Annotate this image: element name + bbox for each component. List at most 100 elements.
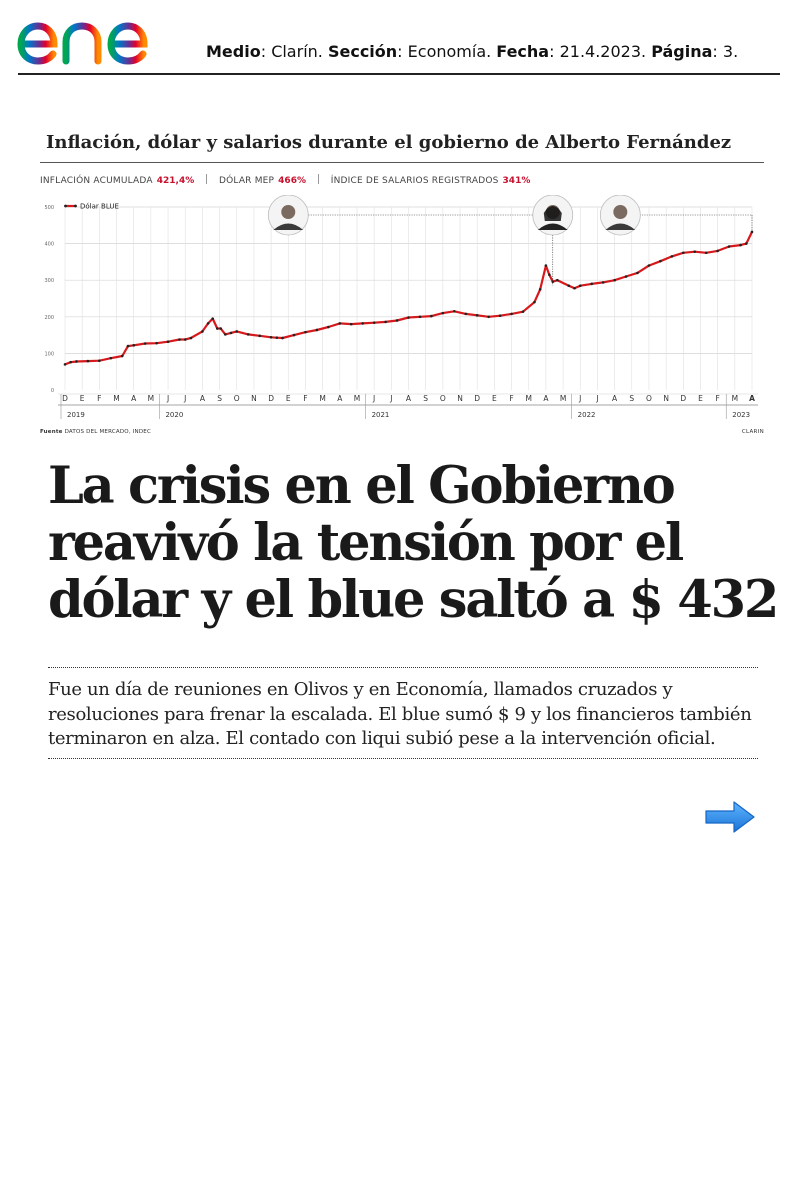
data-point (744, 242, 748, 245)
x-tick-label: F (715, 394, 719, 403)
chart-title-divider (40, 162, 764, 163)
enel-logo (17, 4, 166, 65)
chart-credit: CLARIN (741, 429, 764, 435)
chart-source: Fuente DATOS DEL MERCADO, INDEC (40, 429, 152, 435)
portrait-hair (543, 206, 562, 221)
x-tick-label: F (303, 394, 307, 403)
stat-label-mep: DÓLAR MEP (218, 176, 275, 186)
year-label: 2019 (67, 411, 85, 419)
y-tick-label: 500 (44, 205, 54, 211)
x-tick-label: D (62, 394, 68, 403)
data-point (418, 315, 422, 319)
data-point (601, 281, 605, 284)
x-tick-label: J (389, 394, 392, 403)
data-point (166, 340, 170, 343)
year-label: 2020 (165, 411, 183, 419)
data-point (109, 356, 113, 360)
data-point (716, 249, 719, 253)
data-point (430, 314, 433, 318)
y-tick-label: 200 (44, 315, 54, 321)
x-tick-label: O (646, 394, 652, 403)
data-point (143, 342, 147, 345)
data-point (624, 275, 628, 278)
stat-value-wages: 341% (502, 176, 531, 186)
data-point (453, 310, 456, 313)
data-point (464, 312, 468, 316)
stats-row: INFLACIÓN ACUMULADA 421,4% DÓLAR MEP 466% … (40, 174, 530, 186)
data-point (372, 321, 376, 324)
data-point (533, 300, 536, 304)
x-tick-label: E (698, 394, 703, 403)
y-tick-label: 100 (44, 351, 54, 357)
x-tick-label: O (440, 394, 446, 403)
x-tick-label: A (131, 394, 137, 403)
x-tick-label: A (406, 394, 412, 403)
data-point (395, 319, 399, 322)
stat-separator (206, 174, 208, 184)
data-point (215, 327, 219, 330)
data-point (155, 341, 158, 345)
y-tick-label: 0 (51, 388, 54, 394)
x-tick-label: J (183, 394, 186, 403)
lead-top-divider (48, 667, 758, 668)
data-point (659, 259, 662, 263)
data-point (739, 243, 742, 247)
data-point (682, 251, 685, 255)
data-point (281, 336, 284, 340)
data-point (132, 344, 135, 347)
year-label: 2022 (578, 411, 596, 419)
data-point (727, 245, 731, 248)
x-tick-label: A (543, 394, 549, 403)
x-tick-label: D (680, 394, 686, 403)
data-point (556, 278, 559, 282)
data-point (548, 273, 551, 277)
x-tick-label: M (525, 394, 531, 403)
lead-bottom-divider (48, 758, 758, 759)
data-point (704, 251, 708, 255)
data-point (98, 359, 101, 363)
x-tick-label: J (578, 394, 581, 403)
x-tick-label: N (251, 394, 257, 403)
x-tick-label: A (200, 394, 206, 403)
data-point (441, 311, 445, 315)
data-point (201, 330, 204, 333)
data-point (510, 312, 513, 316)
data-point (304, 330, 307, 334)
arrow-right-icon[interactable] (704, 800, 756, 834)
x-tick-label: D (474, 394, 480, 403)
x-tick-label: J (166, 394, 169, 403)
x-tick-label: S (423, 394, 428, 403)
data-point (120, 354, 124, 358)
data-point (498, 314, 502, 318)
headline-line: dólar y el blue saltó a $ 432 (48, 570, 779, 630)
data-point (235, 330, 239, 333)
data-point (63, 363, 67, 366)
y-tick-label: 300 (44, 278, 54, 284)
data-point (487, 315, 490, 319)
x-tick-label: A (612, 394, 618, 403)
x-tick-label: M (560, 394, 566, 403)
stat-value-mep: 466% (278, 176, 306, 186)
x-tick-label: S (629, 394, 634, 403)
stat-label-wages: ÍNDICE DE SALARIOS REGISTRADOS (330, 176, 499, 186)
data-point (258, 334, 261, 338)
x-tick-label: S (217, 394, 222, 403)
x-tick-label: N (663, 394, 669, 403)
press-clipping-metadata: Medio: Clarín. Sección: Economía. Fecha:… (206, 42, 739, 61)
data-point (126, 344, 130, 348)
x-tick-label: F (509, 394, 513, 403)
chart-title: Inflación, dólar y salarios durante el g… (46, 132, 732, 153)
x-tick-label: F (97, 394, 101, 403)
data-point (573, 286, 576, 290)
x-tick-label: N (457, 394, 463, 403)
data-point (338, 322, 342, 325)
data-point (269, 335, 273, 339)
data-point (224, 333, 227, 336)
data-point (69, 360, 73, 364)
year-label: 2021 (372, 411, 390, 419)
data-point (219, 327, 223, 330)
article-lead: Fue un día de reuniones en Olivos y en E… (48, 679, 752, 749)
data-point (189, 336, 193, 340)
data-point (229, 331, 233, 335)
data-point (206, 322, 210, 325)
